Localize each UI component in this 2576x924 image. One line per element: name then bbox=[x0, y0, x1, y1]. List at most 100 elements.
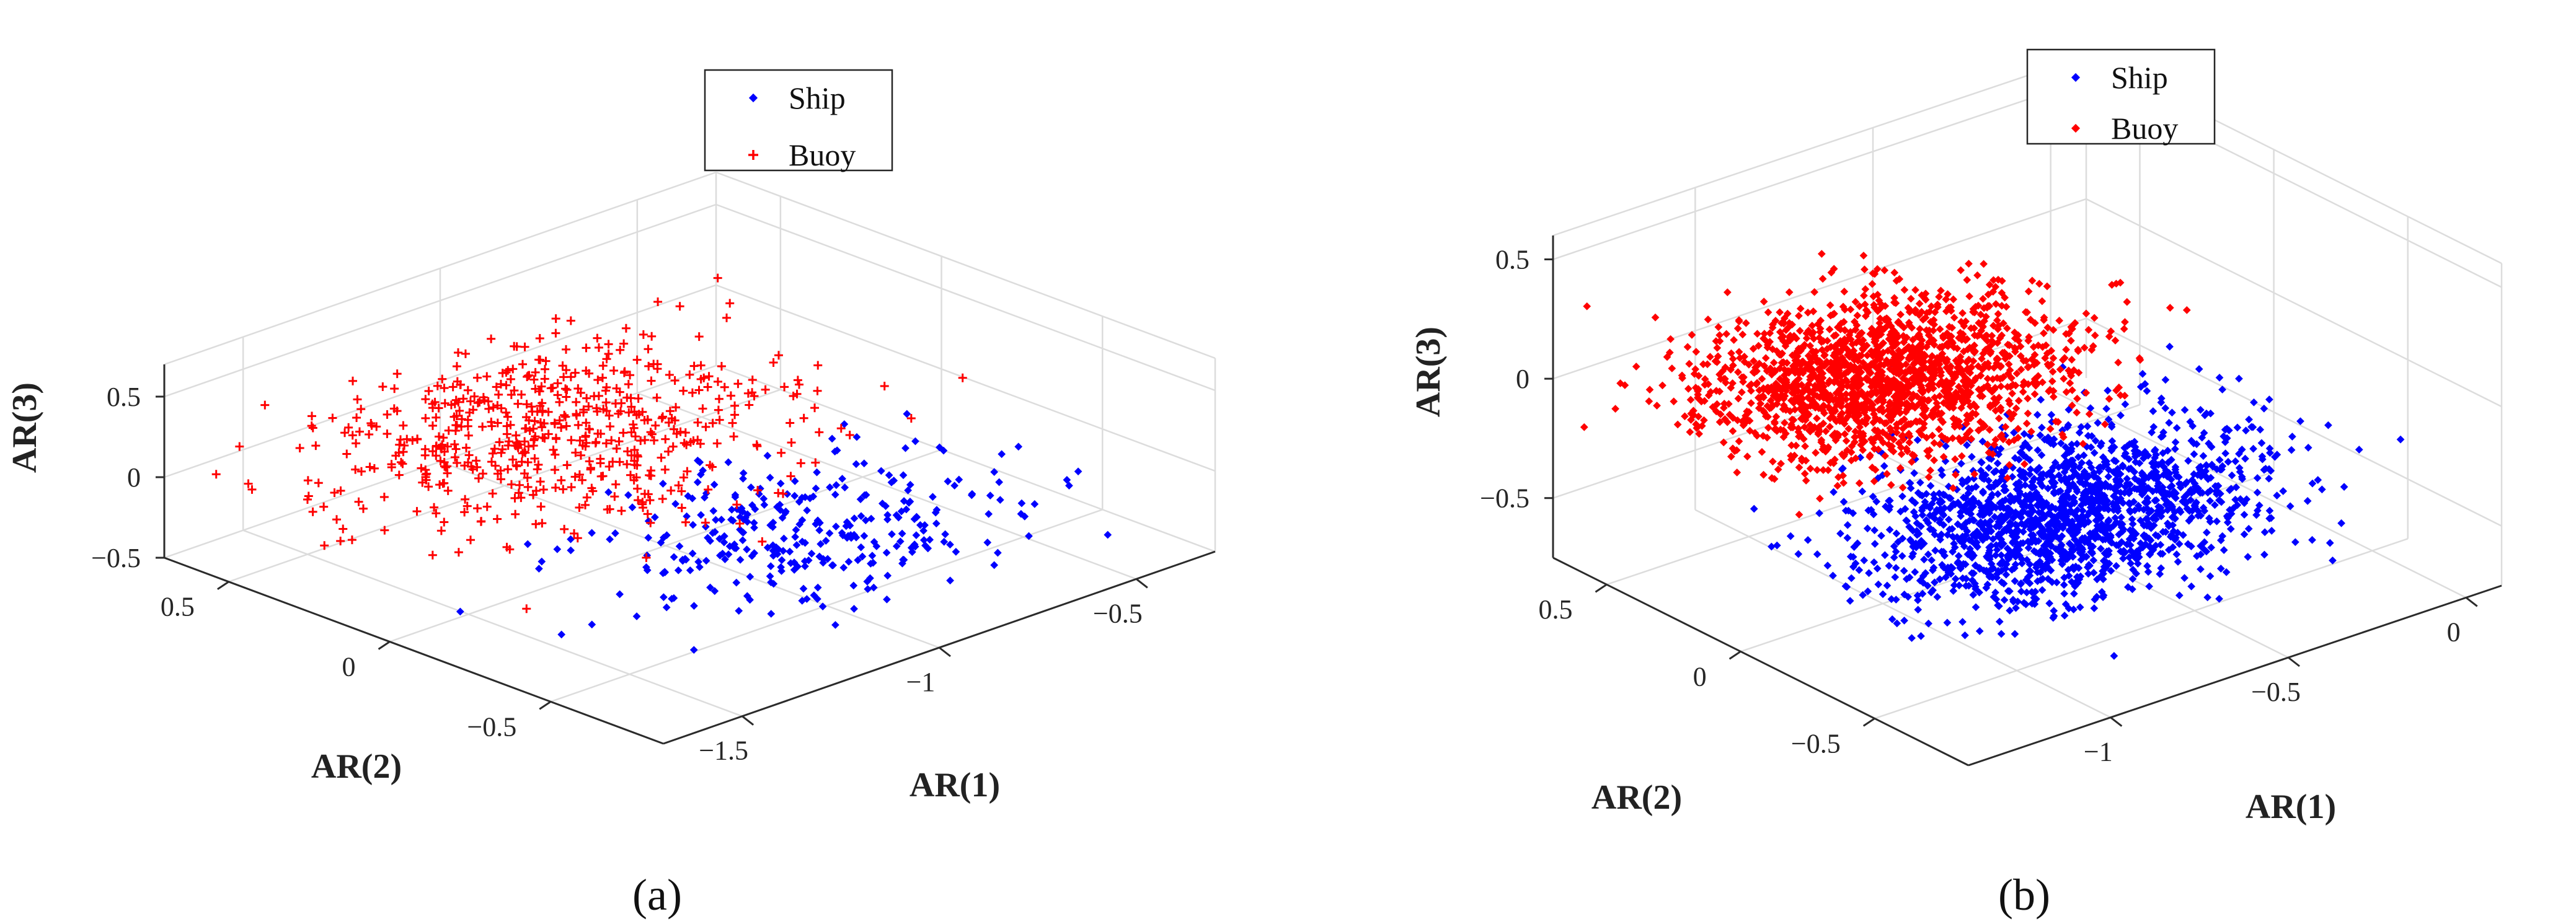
data-point bbox=[604, 349, 613, 358]
data-point bbox=[1840, 326, 1849, 334]
data-point bbox=[2069, 589, 2078, 598]
data-point bbox=[1961, 631, 1969, 640]
data-point bbox=[1653, 402, 1661, 410]
data-point bbox=[2050, 607, 2058, 615]
data-point bbox=[1993, 480, 2002, 488]
data-point bbox=[2096, 478, 2104, 486]
data-point bbox=[906, 413, 916, 423]
data-point bbox=[1980, 475, 1988, 483]
data-point bbox=[1843, 534, 1852, 542]
data-point bbox=[551, 314, 560, 323]
data-point bbox=[1905, 522, 1913, 531]
data-point bbox=[2144, 568, 2153, 576]
data-point bbox=[412, 507, 422, 516]
data-point bbox=[748, 388, 757, 397]
data-point bbox=[2265, 465, 2273, 473]
data-point bbox=[1949, 372, 1958, 381]
data-point bbox=[2056, 365, 2065, 374]
data-point bbox=[1877, 341, 1885, 350]
data-point bbox=[528, 407, 537, 416]
data-point bbox=[636, 436, 645, 446]
data-point bbox=[1898, 534, 1907, 543]
data-point bbox=[559, 485, 568, 494]
data-point bbox=[2022, 419, 2031, 428]
data-point bbox=[2235, 374, 2243, 383]
data-point bbox=[2021, 475, 2029, 483]
data-point bbox=[1916, 325, 1924, 333]
data-point bbox=[2176, 483, 2185, 491]
data-point bbox=[514, 488, 523, 498]
data-point bbox=[2001, 486, 2010, 495]
data-point bbox=[2215, 455, 2224, 464]
data-point bbox=[1810, 288, 1818, 296]
data-point bbox=[1975, 426, 1983, 434]
data-point bbox=[2258, 455, 2267, 464]
data-point bbox=[1933, 301, 1942, 309]
data-point bbox=[1944, 515, 1953, 524]
data-point bbox=[2010, 496, 2018, 505]
data-point bbox=[2056, 439, 2065, 447]
data-point bbox=[2148, 487, 2157, 496]
data-point bbox=[1906, 535, 1914, 544]
data-point bbox=[1937, 466, 1945, 474]
data-point bbox=[1772, 379, 1780, 388]
data-point bbox=[2324, 421, 2332, 429]
data-point bbox=[2006, 606, 2014, 615]
data-point bbox=[1913, 527, 1921, 535]
data-point bbox=[811, 458, 820, 467]
data-point bbox=[780, 382, 789, 392]
data-point bbox=[536, 418, 545, 427]
data-point bbox=[1956, 334, 1965, 343]
data-point bbox=[1895, 439, 1903, 447]
data-point bbox=[2260, 404, 2268, 413]
data-point bbox=[1883, 376, 1892, 384]
data-point bbox=[1965, 292, 1973, 301]
data-point bbox=[2110, 651, 2118, 660]
data-point bbox=[351, 465, 360, 474]
data-point bbox=[2063, 423, 2071, 431]
data-point bbox=[482, 502, 492, 511]
data-point bbox=[536, 401, 545, 410]
data-point bbox=[1829, 571, 1837, 580]
data-point bbox=[703, 382, 712, 392]
data-point bbox=[2131, 506, 2139, 514]
data-point bbox=[2161, 528, 2170, 536]
data-point bbox=[2224, 457, 2233, 466]
data-point bbox=[1892, 596, 1900, 604]
data-point bbox=[1908, 458, 1916, 466]
data-point bbox=[717, 361, 726, 371]
data-point bbox=[998, 450, 1006, 459]
data-point bbox=[2125, 440, 2134, 449]
data-point bbox=[2086, 561, 2094, 570]
data-point bbox=[464, 451, 474, 460]
data-point bbox=[880, 381, 889, 390]
data-point bbox=[786, 547, 794, 556]
data-point bbox=[470, 392, 479, 401]
data-point bbox=[1763, 341, 1772, 349]
data-point bbox=[1833, 323, 1842, 332]
data-point bbox=[450, 452, 459, 462]
data-point bbox=[2126, 499, 2135, 508]
data-point bbox=[1817, 436, 1826, 444]
data-point bbox=[430, 397, 440, 407]
data-point bbox=[2001, 423, 2010, 431]
data-point bbox=[1890, 327, 1898, 335]
data-point bbox=[2041, 354, 2050, 363]
data-point bbox=[1942, 358, 1950, 367]
data-point bbox=[2044, 433, 2052, 442]
data-point bbox=[2200, 469, 2208, 477]
data-point bbox=[489, 403, 498, 412]
data-point bbox=[1760, 408, 1769, 416]
data-point bbox=[2049, 387, 2058, 395]
data-point bbox=[1678, 371, 1686, 380]
data-point bbox=[496, 466, 505, 475]
data-point bbox=[2222, 568, 2231, 576]
data-point bbox=[1692, 348, 1701, 356]
data-point bbox=[1830, 332, 1838, 340]
data-point bbox=[506, 374, 515, 384]
data-point bbox=[2111, 486, 2119, 494]
data-point bbox=[1781, 404, 1789, 413]
data-point bbox=[2267, 527, 2276, 535]
data-point bbox=[674, 566, 683, 574]
data-point bbox=[2037, 451, 2046, 459]
